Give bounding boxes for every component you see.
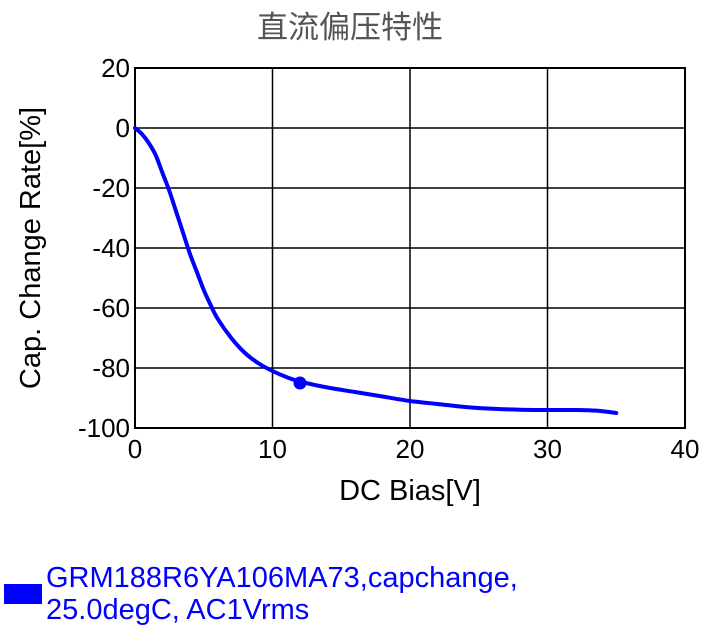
- y-axis-label: Cap. Change Rate[%]: [15, 107, 47, 389]
- x-axis-label: DC Bias[V]: [339, 475, 481, 507]
- plot-frame: [134, 67, 686, 429]
- legend: GRM188R6YA106MA73,capchange, 25.0degC, A…: [4, 562, 518, 626]
- legend-label-line-2: 25.0degC, AC1Vrms: [46, 594, 310, 626]
- x-tick-label: 0: [128, 434, 142, 464]
- y-tick-label: -40: [92, 233, 130, 263]
- data-point-marker: [293, 376, 307, 390]
- y-tick-label: -80: [92, 353, 130, 383]
- x-tick-label: 20: [396, 434, 425, 464]
- chart-title: 直流偏压特性: [257, 10, 443, 46]
- legend-label: GRM188R6YA106MA73,capchange, 25.0degC, A…: [46, 562, 518, 626]
- y-tick-label: -100: [78, 413, 130, 443]
- x-tick-label: 10: [258, 434, 287, 464]
- grid: [134, 67, 686, 429]
- y-tick-label: 20: [101, 53, 130, 83]
- x-tick-label: 30: [533, 434, 562, 464]
- legend-swatch: [4, 584, 42, 604]
- series: [133, 126, 619, 415]
- tick-labels: 0 10 20 30 40 20 0 -20 -40 -60 -80 -100: [78, 53, 700, 464]
- y-tick-label: 0: [116, 113, 130, 143]
- y-tick-label: -60: [92, 293, 130, 323]
- x-tick-label: 40: [671, 434, 700, 464]
- series-line-1: [133, 126, 619, 415]
- legend-label-line-1: GRM188R6YA106MA73,capchange,: [46, 562, 518, 594]
- y-tick-label: -20: [92, 173, 130, 203]
